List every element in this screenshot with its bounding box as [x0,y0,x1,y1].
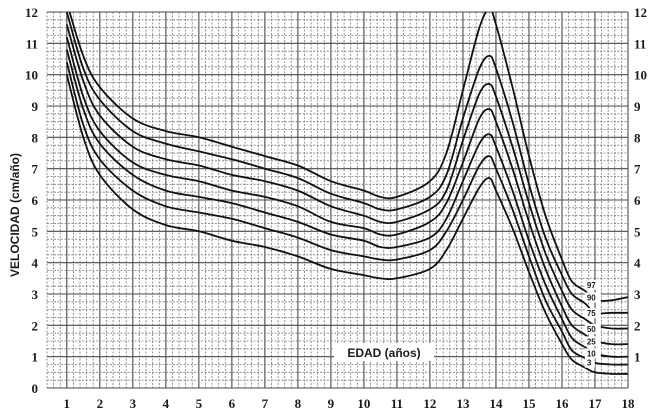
percentile-curve-p75 [65,24,628,330]
percentile-curve-p10 [65,61,628,366]
percentile-curve-p97 [68,12,628,302]
percentile-label-p75: 75 [587,309,596,318]
x-axis-title-box [334,343,434,361]
percentile-label-p25: 25 [587,337,596,346]
y-tick-right: 10 [634,68,647,83]
percentile-curves [65,12,628,375]
percentile-curve-p25 [65,49,628,358]
percentile-label-p3: 3 [587,359,592,368]
y-tick-left: 2 [32,318,39,333]
y-tick-left: 4 [32,256,39,271]
percentile-label-bg [584,348,601,359]
percentile-curve-p3 [65,74,628,375]
percentile-curve-p90 [65,12,628,315]
y-tick-left: 12 [25,5,38,20]
y-tick-right: 12 [634,5,647,20]
y-tick-left: 8 [32,130,39,145]
y-tick-right: 2 [634,318,641,333]
x-tick: 17 [588,396,602,411]
x-tick: 12 [423,396,436,411]
percentile-label-p50: 50 [587,325,596,334]
x-tick: 9 [328,396,335,411]
y-tick-left: 3 [32,287,39,302]
x-tick: 16 [555,396,569,411]
percentile-label-bg [584,336,601,347]
y-tick-left: 1 [32,350,39,365]
percentile-label-p97: 97 [587,281,596,290]
x-tick: 7 [262,396,269,411]
y-tick-left: 9 [32,99,39,114]
y-tick-right: 1 [634,350,641,365]
y-axis-right-ticks: 12345678910111214 [634,5,647,365]
chart-grid [46,11,629,389]
percentile-curve-p50 [65,36,628,346]
x-tick: 5 [196,396,203,411]
x-tick: 11 [391,396,403,411]
y-tick-left: 5 [32,224,39,239]
y-tick-right: 7 [634,162,641,177]
y-tick-left: 11 [26,36,38,51]
x-tick: 1 [64,396,71,411]
percentile-label-bg [584,357,595,368]
x-tick: 4 [163,396,170,411]
y-tick-left: 7 [32,162,39,177]
y-tick-left: 0 [32,381,39,396]
percentile-label-bg [584,308,601,319]
percentile-label-bg [584,323,601,334]
percentile-labels: 97 90 75 50 25 103 [584,279,601,368]
y-axis-title: VELOCIDAD (cm/año) [8,153,22,277]
y-tick-right: 8 [634,130,641,145]
percentile-label-p10: 10 [587,349,596,358]
percentile-label-bg [584,279,601,290]
y-tick-left: 6 [32,193,39,208]
x-tick: 6 [229,396,236,411]
x-tick: 10 [357,396,370,411]
x-axis-title: EDAD (años) [347,346,420,360]
x-tick: 8 [295,396,302,411]
y-tick-right: 9 [634,99,641,114]
y-tick-right: 5 [634,224,641,239]
y-tick-left: 10 [25,68,38,83]
x-tick: 3 [130,396,137,411]
x-tick: 13 [456,396,470,411]
x-tick: 18 [622,396,636,411]
y-tick-right: 6 [634,193,641,208]
y-tick-right: 3 [634,287,641,302]
percentile-label-bg [584,292,601,303]
y-tick-right: 4 [634,256,641,271]
x-tick: 2 [97,396,104,411]
x-tick: 14 [489,396,503,411]
y-tick-right: 11 [634,36,646,51]
x-tick: 15 [522,396,536,411]
x-axis-ticks: 1 2 3 4 5 6 7 8 9 10 11 12 13 14 15 16 17 18 [64,396,635,411]
percentile-label-p90: 90 [587,294,596,303]
